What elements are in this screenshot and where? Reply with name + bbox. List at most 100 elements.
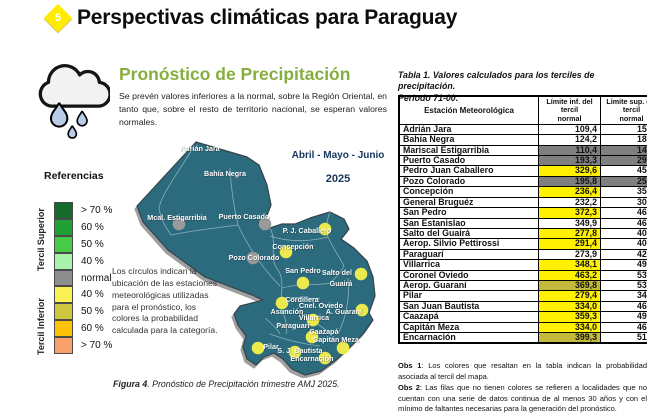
sup-limit-cell: 462,9 [601, 208, 647, 218]
section-number-badge: 5 [44, 4, 72, 32]
observation-note: Obs 2: Las filas que no tienen colores s… [398, 383, 647, 415]
table-row: Coronel Oviedo 463,2 538,3 [399, 270, 647, 280]
legend-label: 50 % [81, 239, 104, 250]
station-cell: Capitán Meza [399, 322, 539, 332]
sup-limit-cell: 460,4 [601, 322, 647, 332]
legend-label: 50 % [81, 306, 104, 317]
inf-limit-cell: 195,8 [539, 176, 601, 186]
table-row: Salto del Guairá 277,8 404,9 [399, 228, 647, 238]
forecast-heading: Pronóstico de Precipitación [119, 64, 350, 85]
legend-entry: > 70 % [54, 337, 112, 354]
figure-caption: Figura 4. Pronóstico de Precipitación tr… [113, 379, 340, 389]
station-cell: Adrián Jara [399, 124, 539, 134]
station-label: Guairá [330, 279, 354, 288]
legend-entry: 60 % [54, 219, 112, 236]
observation-note: Obs 1: Los colores que resaltan en la ta… [398, 361, 647, 382]
station-label: Bahía Negra [204, 169, 247, 178]
inf-limit-cell: 279,4 [539, 291, 601, 301]
legend-entry: 50 % [54, 303, 112, 320]
station-cell: Concepción [399, 187, 539, 197]
legend-label: 40 % [81, 289, 104, 300]
station-label: San Pedro [285, 266, 321, 275]
table-row: Capitán Meza 334,0 460,4 [399, 322, 647, 332]
station-cell: Aerop. Silvio Pettirossi [399, 239, 539, 249]
table-row: San Pedro 372,3 462,9 [399, 208, 647, 218]
table-row: General Bruguéz 232,2 306,1 [399, 197, 647, 207]
table-row: Mariscal Estigarribia 110,4 149,0 [399, 145, 647, 155]
station-label: Capitán Meza [313, 335, 360, 344]
sup-limit-cell: 460,4 [601, 301, 647, 311]
inf-limit-cell: 399,3 [539, 332, 601, 343]
station-label: Paraguarí [276, 321, 310, 330]
inf-limit-cell: 124,2 [539, 135, 601, 145]
legend-upper-tercile-label: Tercil Superior [36, 208, 46, 271]
legend-lower-tercile-label: Tercil Inferior [36, 298, 46, 355]
station-dot [297, 277, 310, 290]
cloud-shape [40, 66, 110, 106]
table-row: San Estanislao 349,9 468,6 [399, 218, 647, 228]
legend-entry: > 70 % [54, 202, 112, 219]
rain-cloud-icon [28, 56, 110, 148]
legend-label: 40 % [81, 256, 104, 267]
station-dot [355, 268, 368, 281]
sup-limit-cell: 493,3 [601, 260, 647, 270]
sup-limit-cell: 402,2 [601, 239, 647, 249]
period-year: 2025 [288, 173, 388, 185]
station-label: Concepción [272, 242, 313, 251]
station-cell: San Pedro [399, 208, 539, 218]
sup-limit-cell: 346,9 [601, 291, 647, 301]
station-cell: Salto del Guairá [399, 228, 539, 238]
map-note: Los círculos indican la ubicación de las… [112, 266, 226, 337]
table-row: Puerto Casado 193,3 293,9 [399, 156, 647, 166]
legend-swatch [54, 337, 73, 354]
inf-limit-cell: 291,4 [539, 239, 601, 249]
sup-limit-cell: 452,3 [601, 166, 647, 176]
inf-limit-cell: 329,6 [539, 166, 601, 176]
inf-limit-cell: 193,3 [539, 156, 601, 166]
forecast-text: Se prevén valores inferiores a la normal… [119, 90, 387, 129]
legend-swatch [54, 236, 73, 253]
legend-swatch [54, 286, 73, 303]
legend-swatch [54, 219, 73, 236]
sup-limit-cell: 149,0 [601, 145, 647, 155]
sup-limit-cell: 498,5 [601, 312, 647, 322]
station-label: Mcal. Estigarribia [147, 213, 208, 222]
rain-drop-small [68, 126, 76, 138]
station-cell: Coronel Oviedo [399, 270, 539, 280]
inf-limit-cell: 236,4 [539, 187, 601, 197]
station-cell: Puerto Casado [399, 156, 539, 166]
station-cell: Pozo Colorado [399, 176, 539, 186]
station-label: A. Guaraní [326, 307, 363, 316]
table-row: Caazapá 359,3 498,5 [399, 312, 647, 322]
legend-label: 60 % [81, 323, 104, 334]
table-row: San Juan Bautista 334,0 460,4 [399, 301, 647, 311]
inf-limit-cell: 277,8 [539, 228, 601, 238]
table-row: Pedro Juan Caballero 329,6 452,3 [399, 166, 647, 176]
legend-color-scale: > 70 % 60 % 50 % 40 % normal 40 % 50 % 6… [54, 202, 112, 354]
legend-entry: 40 % [54, 286, 112, 303]
legend-entry: 60 % [54, 320, 112, 337]
page-title: Perspectivas climáticas para Paraguay [77, 6, 457, 30]
table-row: Aerop. Guaraní 369,8 537,3 [399, 280, 647, 290]
legend-swatch [54, 253, 73, 270]
legend-title: Referencias [44, 170, 104, 182]
station-cell: Pedro Juan Caballero [399, 166, 539, 176]
inf-limit-cell: 334,0 [539, 322, 601, 332]
legend-label: 60 % [81, 222, 104, 233]
sup-limit-cell: 156,0 [601, 124, 647, 134]
table-row: Bahía Negra 124,2 189,2 [399, 135, 647, 145]
inf-limit-cell: 463,2 [539, 270, 601, 280]
inf-limit-cell: 334,0 [539, 301, 601, 311]
column-header-station: Estación Meteorológica [399, 96, 539, 124]
legend-entry: normal [54, 270, 112, 287]
sup-limit-cell: 468,6 [601, 218, 647, 228]
sup-limit-cell: 538,3 [601, 270, 647, 280]
table-row: Paraguarí 273,9 426,3 [399, 249, 647, 259]
sup-limit-cell: 404,9 [601, 228, 647, 238]
figure-caption-text: . Pronóstico de Precipitación trimestre … [147, 379, 339, 389]
rain-drop-small [77, 111, 87, 126]
station-label: P. J. Caballero [283, 226, 332, 235]
period-months: Abril - Mayo - Junio [288, 150, 388, 161]
station-cell: Pilar [399, 291, 539, 301]
